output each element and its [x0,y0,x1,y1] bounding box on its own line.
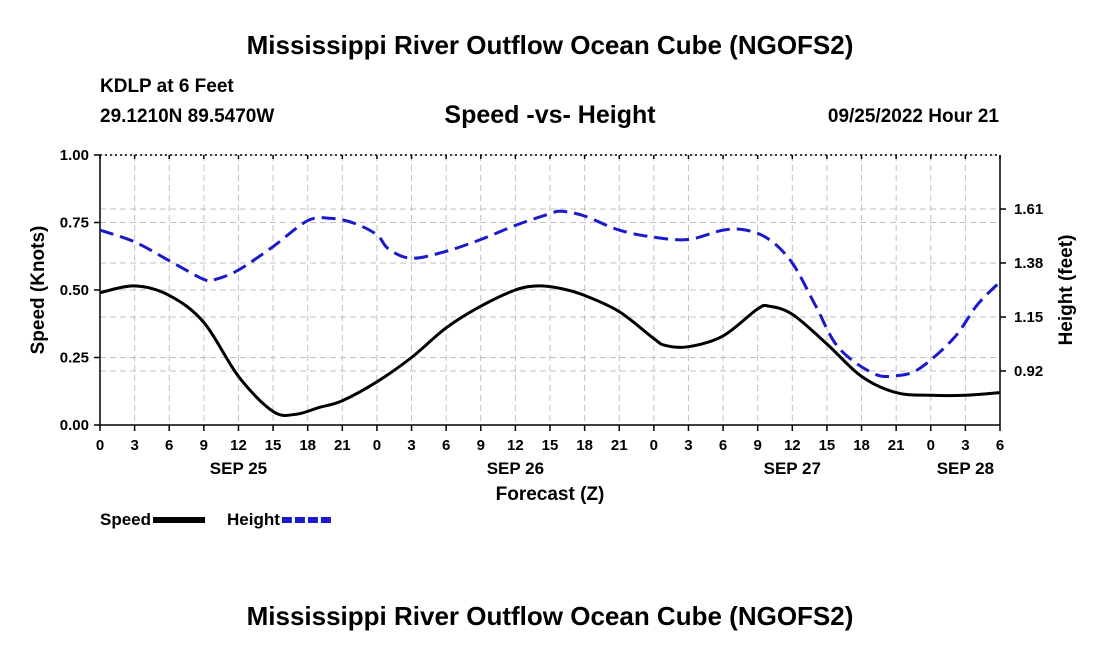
legend-label-speed: Speed [100,510,151,529]
date-label: SEP 26 [487,459,544,478]
date-label: SEP 27 [764,459,821,478]
x-tick-label: 15 [542,437,559,454]
y-tick-label-left: 1.00 [60,147,89,164]
x-tick-label: 12 [784,437,801,454]
x-tick-label: 12 [507,437,524,454]
y-tick-label-right: 0.92 [1014,363,1043,380]
chart-title: Mississippi River Outflow Ocean Cube (NG… [246,30,854,60]
y-tick-label-left: 0.50 [60,282,89,299]
x-tick-label: 6 [165,437,173,454]
x-tick-label: 12 [230,437,247,454]
x-tick-label: 18 [299,437,316,454]
y-tick-label-left: 0.00 [60,417,89,434]
x-tick-label: 18 [576,437,593,454]
footer-title: Mississippi River Outflow Ocean Cube (NG… [246,601,854,631]
x-tick-label: 21 [888,437,905,454]
chart-subtitle: Speed -vs- Height [444,101,656,129]
run-time: 09/25/2022 Hour 21 [827,106,999,127]
x-tick-label: 3 [130,437,138,454]
x-tick-label: 6 [719,437,727,454]
y-axis-label-left: Speed (Knots) [28,226,49,355]
y-tick-label-left: 0.75 [60,215,89,232]
x-tick-label: 15 [265,437,282,454]
x-tick-label: 15 [819,437,836,454]
x-axis-label: Forecast (Z) [496,484,605,505]
x-tick-label: 21 [611,437,628,454]
x-tick-label: 3 [407,437,415,454]
x-tick-label: 3 [961,437,969,454]
station-coords: 29.1210N 89.5470W [100,106,275,127]
y-tick-label-right: 1.61 [1014,201,1043,218]
x-tick-label: 9 [477,437,485,454]
date-label: SEP 28 [937,459,994,478]
x-tick-label: 18 [853,437,870,454]
x-tick-label: 9 [754,437,762,454]
y-axis-label-right: Height (feet) [1056,235,1077,346]
series-line-speed [99,284,1001,417]
x-tick-label: 0 [650,437,658,454]
x-tick-label: 0 [96,437,104,454]
x-tick-label: 0 [927,437,935,454]
legend-label-height: Height [227,510,280,529]
y-tick-label-right: 1.38 [1014,255,1043,272]
x-tick-label: 9 [200,437,208,454]
x-tick-label: 0 [373,437,381,454]
series-line-height [99,209,1002,379]
y-tick-label-left: 0.25 [60,350,89,367]
x-tick-label: 6 [996,437,1004,454]
x-tick-label: 3 [684,437,692,454]
x-tick-label: 21 [334,437,351,454]
date-label: SEP 25 [210,459,267,478]
x-tick-label: 6 [442,437,450,454]
station-name: KDLP at 6 Feet [100,76,234,97]
y-tick-label-right: 1.15 [1014,309,1043,326]
